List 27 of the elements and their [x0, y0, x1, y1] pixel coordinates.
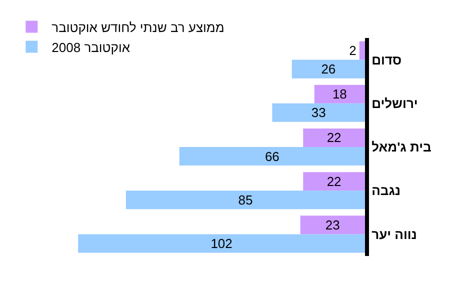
y-tick-label: סדום [372, 52, 402, 68]
data-label: 22 [326, 130, 342, 146]
y-tick-label: נווה יער [372, 226, 417, 242]
bar [292, 60, 365, 78]
bar [303, 128, 365, 147]
data-label: 26 [321, 62, 336, 77]
bar [300, 216, 365, 234]
bar [303, 172, 365, 191]
data-label: 22 [326, 174, 342, 189]
data-label: 66 [264, 148, 280, 164]
data-label: 102 [210, 236, 232, 251]
bar [359, 41, 365, 60]
y-tick-label: ירושלים [372, 96, 418, 111]
data-label: 23 [325, 217, 340, 232]
bar [126, 190, 365, 210]
bar [314, 84, 365, 104]
data-label: 18 [332, 86, 347, 102]
data-label: 2 [349, 43, 356, 58]
bar [272, 103, 365, 122]
data-label: 85 [238, 192, 253, 208]
legend-label: ממוצע רב שנתי לחודש אוקטובר [52, 20, 224, 35]
y-tick-label: בית ג'מאל [372, 140, 432, 155]
bar [179, 147, 365, 166]
data-label: 33 [311, 105, 326, 120]
bar [78, 234, 365, 253]
y-tick-label: נגבה [372, 183, 401, 198]
legend-label: אוקטובר 2008 [52, 40, 130, 55]
